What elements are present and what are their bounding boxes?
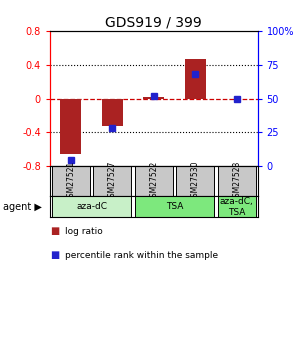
Bar (93, 166, 132, 196)
Text: GSM27522: GSM27522 (149, 161, 158, 202)
Text: GSM27530: GSM27530 (191, 160, 200, 202)
Text: percentile rank within the sample: percentile rank within the sample (65, 251, 218, 260)
Bar (102, 99, 123, 126)
Bar (218, 196, 256, 217)
Text: GSM27523: GSM27523 (232, 161, 241, 202)
Text: TSA: TSA (166, 202, 183, 211)
Text: GSM27521: GSM27521 (66, 161, 75, 202)
Text: aza-dC: aza-dC (76, 202, 107, 211)
Text: ■: ■ (50, 226, 59, 236)
Text: agent ▶: agent ▶ (3, 202, 42, 212)
Bar (185, 59, 206, 99)
Text: ■: ■ (50, 250, 59, 260)
Text: GSM27527: GSM27527 (108, 161, 117, 202)
Bar (52, 196, 132, 217)
Bar (176, 166, 215, 196)
Text: log ratio: log ratio (65, 227, 103, 236)
Bar (135, 196, 215, 217)
Title: GDS919 / 399: GDS919 / 399 (105, 16, 202, 30)
Bar (52, 166, 90, 196)
Bar (60, 99, 81, 154)
Bar (143, 97, 164, 99)
Bar (135, 166, 173, 196)
Bar (218, 166, 256, 196)
Text: aza-dC,
TSA: aza-dC, TSA (220, 197, 254, 217)
